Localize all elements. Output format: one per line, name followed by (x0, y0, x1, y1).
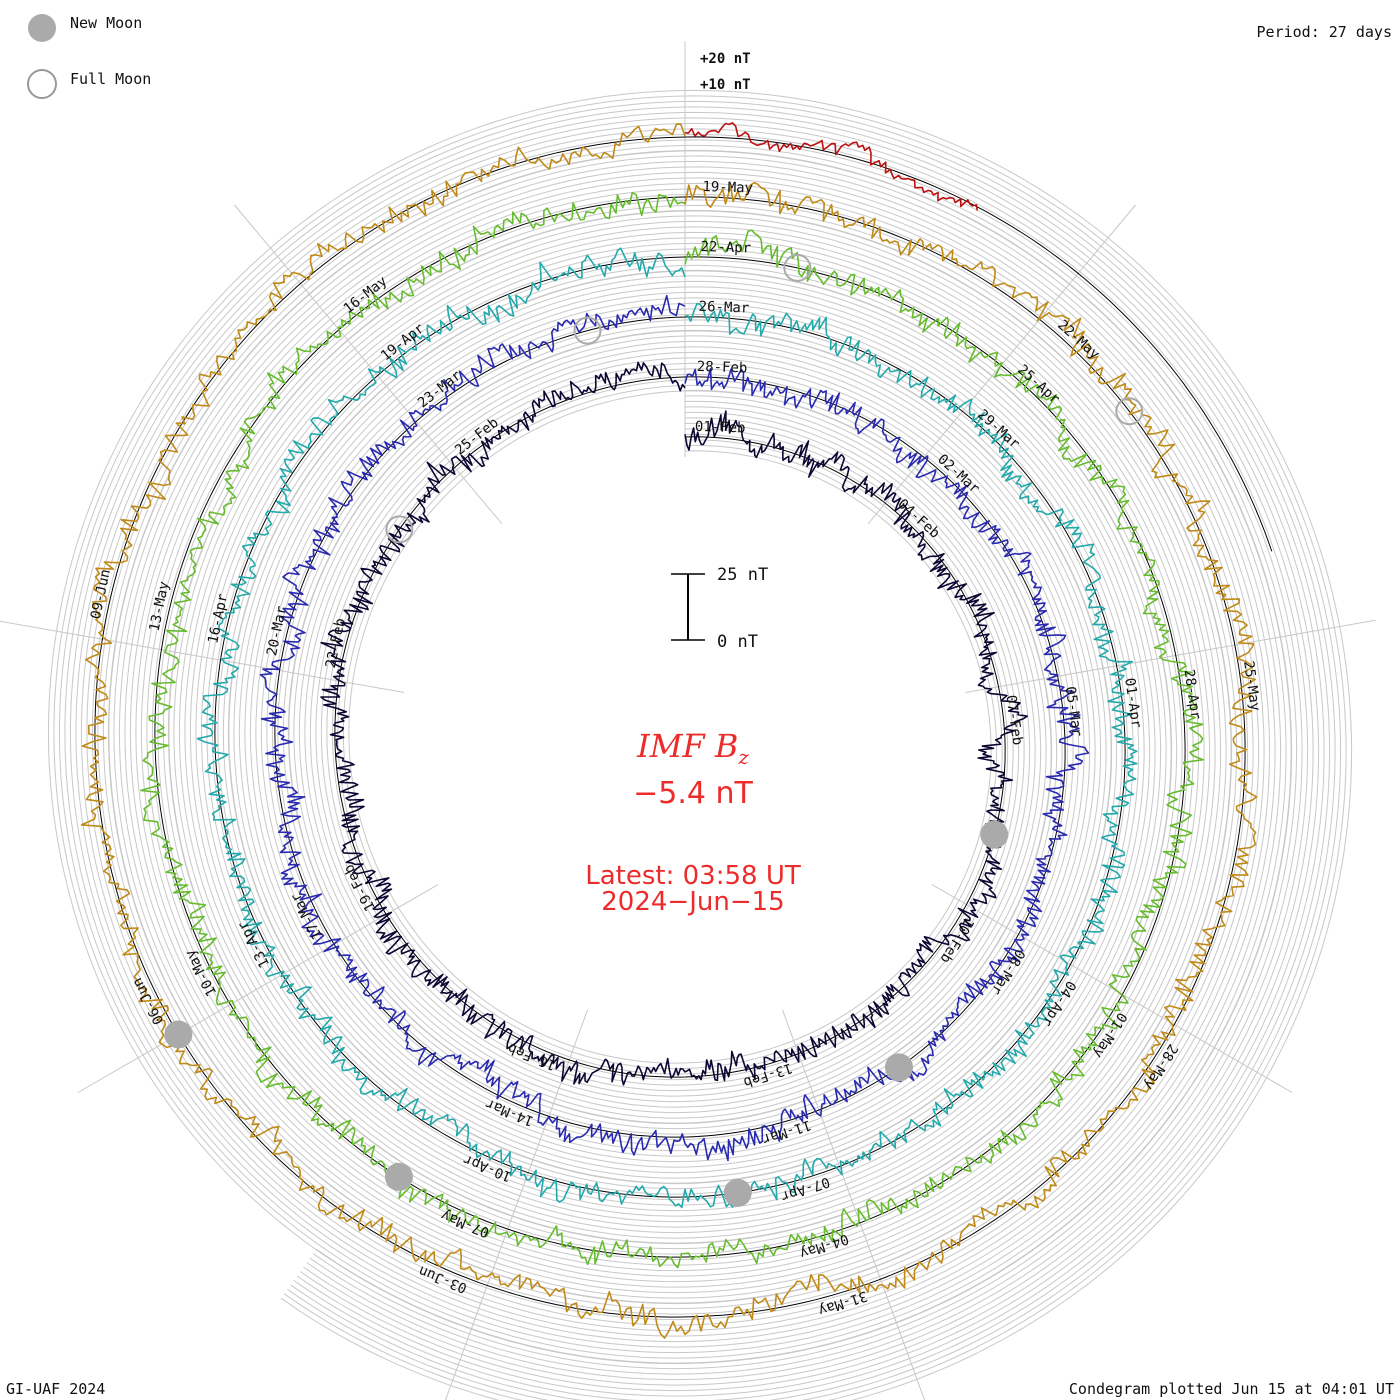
date-label: 01-Feb (695, 419, 746, 437)
ring-scale-label-10: +10 nT (700, 77, 751, 93)
new-moon-marker (384, 1162, 413, 1191)
date-label: 25-May (1240, 660, 1263, 712)
full-moon-legend-icon (27, 69, 57, 99)
grid-spoke (77, 884, 439, 1093)
series-line-5 (80, 123, 1258, 1339)
series-line-6 (684, 122, 978, 211)
date-label: 10-Apr (461, 1151, 514, 1185)
date-label: 01-Apr (1121, 677, 1144, 729)
new-moon-legend-label: New Moon (70, 14, 142, 32)
center-value: −5.4 nT (633, 776, 753, 811)
date-label: 19-May (702, 179, 753, 197)
new-moon-marker (885, 1053, 914, 1082)
latest-time: Latest: 03:58 UT (585, 861, 801, 891)
date-label: 26-Mar (698, 299, 749, 317)
ring-scale-label-20: +20 nT (700, 51, 751, 67)
grid-spoke (782, 1009, 926, 1400)
scale-bar: 25 nT 0 nT (671, 565, 768, 652)
center-title: IMF Bz (636, 727, 749, 769)
full-moon-marker (385, 515, 414, 544)
full-moon-marker (783, 253, 812, 282)
new-moon-marker (723, 1178, 752, 1207)
new-moon-marker (980, 820, 1009, 849)
footer-plot-time: Condegram plotted Jun 15 at 04:01 UT (1069, 1380, 1394, 1398)
full-moon-marker (573, 316, 602, 345)
period-label: Period: 27 days (1257, 23, 1392, 41)
scale-bar-top-label: 25 nT (717, 565, 768, 585)
date-label: 28-Apr (1181, 668, 1204, 720)
grid-spoke (0, 620, 405, 694)
series-line-3 (196, 247, 1138, 1209)
series-line-4 (140, 191, 1204, 1269)
date-label: 07-Feb (1002, 694, 1025, 746)
new-moon-legend-icon (28, 14, 56, 42)
latest-date: 2024−Jun−15 (601, 887, 784, 917)
date-label: 03-Jun (417, 1262, 470, 1296)
moon-phase-layer (164, 253, 1144, 1207)
grid-spoke (234, 204, 503, 524)
date-label: 05-Mar (1062, 685, 1085, 737)
full-moon-marker (1115, 397, 1144, 426)
scale-bar-bottom-label: 0 nT (717, 632, 758, 652)
grid-spoke (444, 1009, 588, 1400)
grid-spoke (965, 619, 1376, 694)
new-moon-marker (164, 1020, 193, 1049)
series-layer (80, 122, 1258, 1339)
footer-credit: GI-UAF 2024 (6, 1380, 105, 1398)
series-line-1 (320, 361, 1028, 1086)
grid-spoke (931, 884, 1293, 1093)
series-line-2 (259, 294, 1090, 1162)
full-moon-legend-label: Full Moon (70, 70, 151, 88)
date-label: 28-Feb (697, 359, 748, 377)
date-label: 22-Apr (700, 239, 751, 257)
ring-grid (0, 41, 1376, 1400)
